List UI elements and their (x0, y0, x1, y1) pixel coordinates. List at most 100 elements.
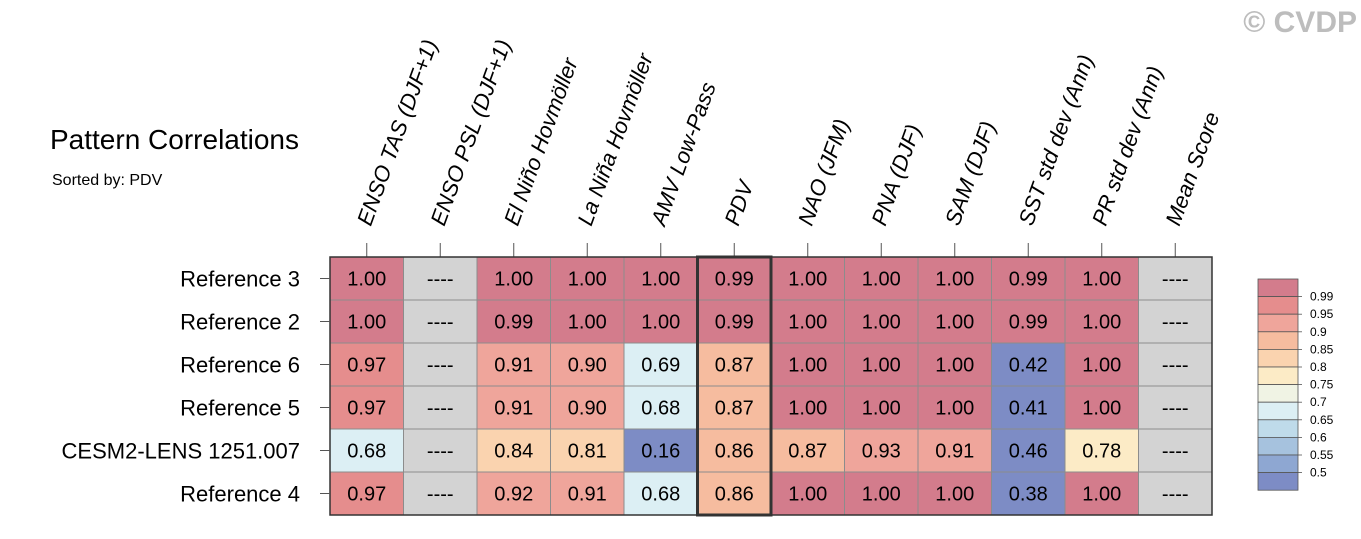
heatmap-cell (1064, 385, 1139, 430)
cell-value: 0.46 (1009, 441, 1048, 463)
legend-label: 0.65 (1310, 413, 1334, 427)
heatmap-cell (1138, 342, 1213, 387)
heatmap-cell (1064, 428, 1139, 473)
column-label: PDV (719, 175, 759, 228)
cell-value: 1.00 (1082, 312, 1121, 334)
row-label: Reference 3 (180, 267, 300, 292)
legend-label: 0.55 (1310, 448, 1334, 462)
cell-value: 1.00 (788, 355, 827, 377)
cell-value: 0.87 (715, 355, 754, 377)
heatmap-cell (476, 299, 551, 344)
cell-value: 0.91 (568, 484, 607, 506)
cell-value: ---- (1162, 398, 1189, 420)
cell-value: ---- (427, 441, 454, 463)
cell-value: 0.86 (715, 484, 754, 506)
chart-title: Pattern Correlations (50, 124, 300, 155)
cell-value: 0.69 (641, 355, 680, 377)
cell-value: 0.16 (641, 441, 680, 463)
cell-value: 1.00 (347, 312, 386, 334)
heatmap-cell (917, 256, 992, 301)
heatmap-cell (697, 299, 772, 344)
cell-value: 0.91 (494, 355, 533, 377)
cell-value: ---- (1162, 441, 1189, 463)
legend-swatch (1257, 436, 1299, 456)
cell-value: 0.41 (1009, 398, 1048, 420)
column-label: AMV Low-Pass (645, 79, 721, 231)
legend-swatch (1257, 384, 1299, 403)
column-labels: ENSO TAS (DJF+1)ENSO PSL (DJF+1)El Niño … (352, 36, 1225, 257)
heatmap-cell (844, 342, 919, 387)
row-label: Reference 2 (180, 310, 300, 335)
column-label: PR std dev (Ann) (1087, 63, 1168, 229)
column-label: NAO (JFM) (793, 116, 855, 229)
cell-value: 1.00 (641, 312, 680, 334)
heatmap-cell (623, 256, 698, 301)
heatmap-cell (550, 299, 625, 344)
cell-value: 0.97 (347, 355, 386, 377)
cell-value: 0.42 (1009, 355, 1048, 377)
cell-value: 1.00 (862, 398, 901, 420)
cell-value: 0.92 (494, 484, 533, 506)
chart-subtitle: Sorted by: PDV (52, 172, 163, 189)
cell-value: 0.90 (568, 355, 607, 377)
row-label: CESM2-LENS 1251.007 (62, 439, 300, 464)
column-label: SAM (DJF) (940, 118, 1001, 229)
cell-value: 0.99 (1009, 312, 1048, 334)
heatmap-cell (770, 471, 845, 516)
column-label: ENSO TAS (DJF+1) (352, 36, 442, 229)
column-label: PNA (DJF) (866, 121, 926, 229)
heatmap-cell (697, 256, 772, 301)
heatmap-cell (329, 342, 404, 387)
row-label: Reference 5 (180, 396, 300, 421)
copyright-mark: © CVDP (1243, 6, 1357, 39)
cell-value: ---- (1162, 355, 1189, 377)
cell-value: 0.90 (568, 398, 607, 420)
cell-value: 0.91 (935, 441, 974, 463)
heatmap-cell (770, 256, 845, 301)
heatmap-cell (991, 471, 1066, 516)
cell-value: 0.68 (641, 398, 680, 420)
legend-swatch (1257, 472, 1299, 491)
heatmap-cell (991, 385, 1066, 430)
column-label: Mean Score (1160, 109, 1224, 229)
legend-swatch (1257, 401, 1299, 421)
heatmap-cells: 1.00 ---- 1.00 1.00 1.00 0.99 1.00 1.00 1.00 0.99… (329, 256, 1213, 516)
legend-swatch (1257, 278, 1299, 298)
heatmap-cell (550, 428, 625, 473)
legend-label: 0.6 (1310, 430, 1327, 444)
heatmap-cell (550, 256, 625, 301)
cell-value: ---- (427, 355, 454, 377)
heatmap-cell (770, 342, 845, 387)
legend-swatch (1257, 296, 1299, 315)
cell-value: 0.86 (715, 441, 754, 463)
heatmap-cell (623, 342, 698, 387)
heatmap-cell (917, 385, 992, 430)
legend-label: 0.85 (1310, 342, 1334, 356)
cell-value: 1.00 (1082, 484, 1121, 506)
heatmap-cell (770, 428, 845, 473)
heatmap-cell (917, 299, 992, 344)
cell-value: 1.00 (1082, 398, 1121, 420)
cell-value: 1.00 (788, 484, 827, 506)
heatmap-cell (476, 428, 551, 473)
cell-value: 1.00 (788, 269, 827, 291)
heatmap-cell (991, 256, 1066, 301)
legend-swatch (1257, 419, 1299, 438)
cell-value: 0.97 (347, 484, 386, 506)
cell-value: 0.84 (494, 441, 533, 463)
row-label: Reference 6 (180, 353, 300, 378)
heatmap-cell (1138, 256, 1213, 301)
row-labels: Reference 3 Reference 2 Reference 6 Referen… (62, 267, 330, 507)
heatmap-cell (1064, 299, 1139, 344)
cell-value: 0.87 (715, 398, 754, 420)
heatmap-cell (844, 428, 919, 473)
cell-value: 1.00 (788, 398, 827, 420)
cell-value: 0.99 (715, 269, 754, 291)
cell-value: 1.00 (347, 269, 386, 291)
cell-value: 0.78 (1082, 441, 1121, 463)
heatmap-cell (991, 342, 1066, 387)
cell-value: 1.00 (1082, 355, 1121, 377)
legend-label: 0.75 (1310, 378, 1334, 392)
highlight-frame (696, 255, 773, 517)
column-label: ENSO PSL (DJF+1) (425, 36, 515, 229)
